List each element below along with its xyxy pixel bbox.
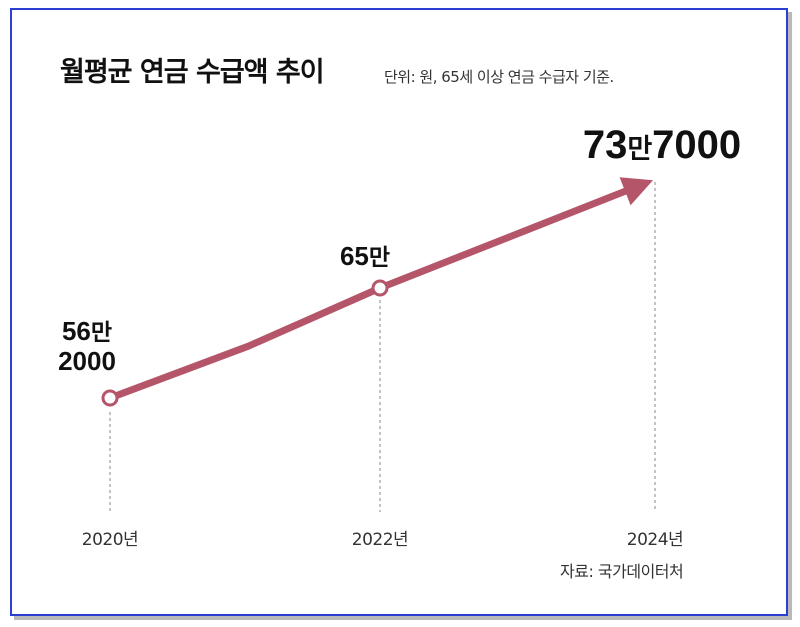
data-label-1: 56만 <box>62 316 112 346</box>
x-tick-label-3: 2024년 <box>627 530 683 550</box>
chart-frame <box>10 8 788 616</box>
x-tick-label-1: 2020년 <box>82 530 138 550</box>
series-arrowhead <box>619 177 653 206</box>
data-label-2: 65만 <box>340 241 390 271</box>
chart-subtitle: 단위: 원, 65세 이상 연금 수급자 기준. <box>384 68 614 86</box>
x-tick-label-2: 2022년 <box>352 530 408 550</box>
source-note: 자료: 국가데이터처 <box>560 562 683 581</box>
chart-title: 월평균 연금 수급액 추이 <box>60 57 325 88</box>
data-point-1 <box>101 389 119 407</box>
data-point-2 <box>371 279 389 297</box>
data-label-1-line2: 2000 <box>58 346 116 376</box>
data-label-3: 73만7000 <box>583 123 741 167</box>
series-line <box>106 187 629 402</box>
